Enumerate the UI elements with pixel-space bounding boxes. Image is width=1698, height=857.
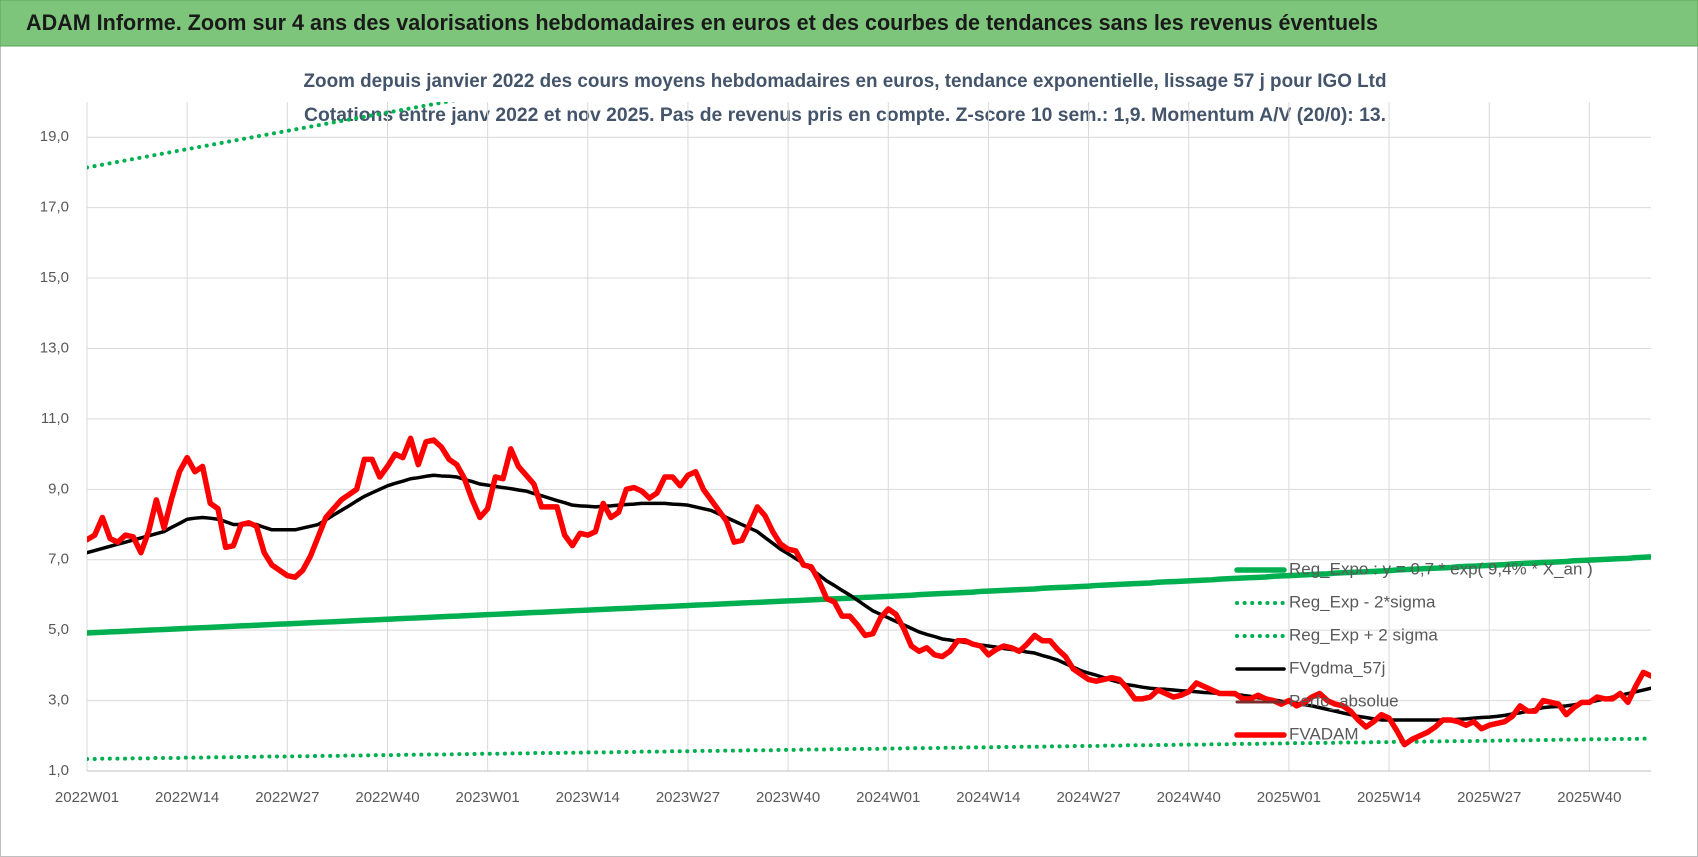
y-tick-label: 3,0 — [48, 692, 69, 709]
series-line — [87, 736, 1651, 762]
y-tick-label: 5,0 — [48, 621, 69, 638]
legend-label: Reg_Expo : y = 0,7 * exp( 9,4% * X_an ) — [1289, 559, 1593, 578]
x-tick-label: 2024W40 — [1157, 789, 1221, 806]
x-tick-label: 2023W14 — [556, 789, 620, 806]
y-tick-label: 13,0 — [40, 339, 69, 356]
series-line — [87, 554, 1651, 636]
chart-subtitle: Zoom depuis janvier 2022 des cours moyen… — [304, 71, 1387, 92]
x-tick-label: 2025W14 — [1357, 789, 1421, 806]
x-tick-label: 2023W01 — [456, 789, 520, 806]
legend-label: FVgdma_57j — [1289, 658, 1385, 677]
chart-subtitle: Cotations entre janv 2022 et nov 2025. P… — [304, 105, 1386, 126]
series-line — [87, 435, 1651, 748]
x-tick-label: 2025W40 — [1557, 789, 1621, 806]
plot-area — [87, 102, 1651, 762]
legend-label: Reg_Exp - 2*sigma — [1289, 592, 1436, 611]
legend-label: Reg_Exp + 2 sigma — [1289, 625, 1438, 644]
y-tick-label: 19,0 — [40, 128, 69, 145]
x-tick-label: 2022W27 — [255, 789, 319, 806]
x-tick-label: 2022W14 — [155, 789, 219, 806]
legend-label: Perfo_absolue — [1289, 691, 1399, 710]
y-tick-label: 15,0 — [40, 269, 69, 286]
x-tick-label: 2024W14 — [956, 789, 1020, 806]
x-tick-label: 2024W27 — [1056, 789, 1120, 806]
x-tick-label: 2025W27 — [1457, 789, 1521, 806]
x-tick-label: 2022W01 — [55, 789, 119, 806]
page-title: ADAM Informe. Zoom sur 4 ans des valoris… — [26, 10, 1378, 35]
series-line — [87, 102, 457, 170]
x-tick-label: 2024W01 — [856, 789, 920, 806]
x-tick-label: 2022W40 — [355, 789, 419, 806]
y-tick-label: 9,0 — [48, 480, 69, 497]
x-tick-label: 2023W27 — [656, 789, 720, 806]
y-tick-label: 11,0 — [41, 410, 69, 427]
header-band — [0, 0, 1698, 47]
y-tick-label: 17,0 — [40, 199, 69, 216]
legend-label: FVADAM — [1289, 724, 1359, 743]
x-tick-label: 2023W40 — [756, 789, 820, 806]
y-tick-label: 7,0 — [48, 551, 69, 568]
x-tick-label: 2025W01 — [1257, 789, 1321, 806]
y-tick-label: 1,0 — [48, 762, 69, 779]
